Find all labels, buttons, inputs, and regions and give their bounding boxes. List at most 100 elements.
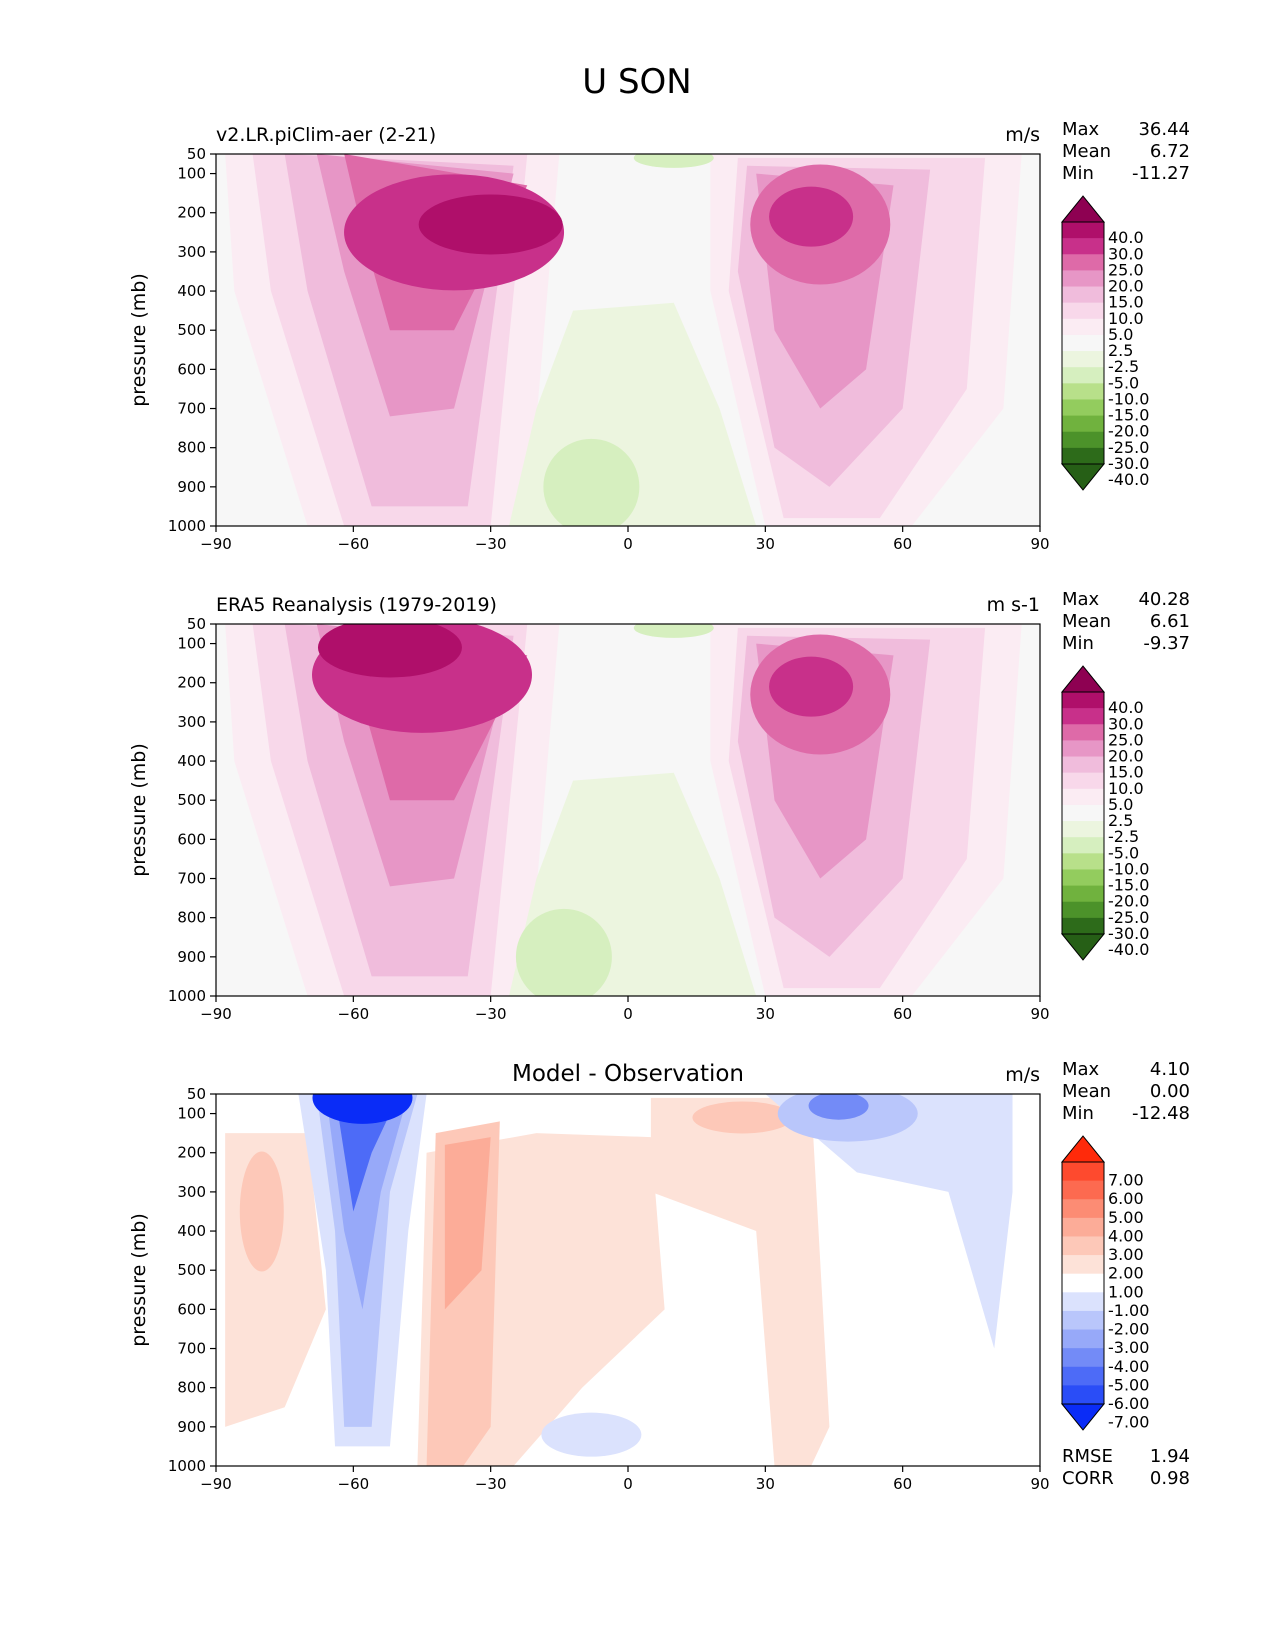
colorbar-segment xyxy=(1062,708,1104,725)
stats-block: Max 40.28 Mean 6.61 Min -9.37 xyxy=(1062,589,1190,654)
colorbar-segment xyxy=(1062,399,1104,417)
stat-mean-label: Mean xyxy=(1062,1081,1111,1102)
colorbar-level-label: 2.5 xyxy=(1108,341,1133,360)
colorbar-level-label: -3.00 xyxy=(1108,1338,1149,1357)
diff-pos-3 xyxy=(444,1137,491,1310)
colorbar-segment xyxy=(1062,1236,1104,1256)
colorbar-level-label: -40.0 xyxy=(1108,470,1149,489)
colorbar-segment xyxy=(1062,318,1104,336)
colorbar-level-label: -20.0 xyxy=(1108,892,1149,911)
y-tick-label: 800 xyxy=(177,909,206,927)
colorbar-extend-bottom xyxy=(1060,1403,1106,1431)
panel-reference: ERA5 Reanalysis (1979-2019) m s-1 pressu… xyxy=(128,589,1190,1023)
colorbar: 40.030.025.020.015.010.05.02.5-2.5-5.0-1… xyxy=(1060,665,1149,961)
x-tick-label: −30 xyxy=(475,535,507,553)
x-tick-label: 90 xyxy=(1030,1475,1049,1493)
colorbar-level-label: 5.0 xyxy=(1108,795,1133,814)
colorbar-segment xyxy=(1062,740,1104,758)
colorbar-extend-top xyxy=(1060,1135,1106,1163)
colorbar-level-label: -40.0 xyxy=(1108,940,1149,959)
x-tick-label: −90 xyxy=(200,535,232,553)
easterly-top xyxy=(633,624,714,638)
x-tick-label: −60 xyxy=(338,1475,370,1493)
panel-test: v2.LR.piClim-aer (2-21) m/s pressure (mb… xyxy=(128,119,1190,553)
colorbar-level-label: -2.5 xyxy=(1108,357,1139,376)
stat-mean-value: 6.61 xyxy=(1150,611,1190,632)
colorbar-segment xyxy=(1062,1180,1104,1200)
x-tick-label: −30 xyxy=(475,1475,507,1493)
stats-block: Max 36.44 Mean 6.72 Min -11.27 xyxy=(1062,119,1190,184)
y-tick-label: 700 xyxy=(177,870,206,888)
colorbar-level-label: 20.0 xyxy=(1108,747,1144,766)
contour-field-reference xyxy=(216,624,1040,996)
colorbar-level-label: -6.00 xyxy=(1108,1394,1149,1413)
y-axis-label: pressure (mb) xyxy=(128,743,150,877)
stat-max-label: Max xyxy=(1062,1059,1100,1080)
stat-min-value: -11.27 xyxy=(1132,163,1190,184)
y-tick-label: 50 xyxy=(187,1085,206,1103)
y-axis-label: pressure (mb) xyxy=(128,1213,150,1347)
colorbar-segment xyxy=(1062,222,1104,239)
colorbar-segment xyxy=(1062,885,1104,903)
colorbar-segment xyxy=(1062,447,1104,465)
colorbar-segment xyxy=(1062,1348,1104,1368)
stat-max-label: Max xyxy=(1062,119,1100,140)
colorbar: 7.006.005.004.003.002.001.00-1.00-2.00-3… xyxy=(1060,1135,1149,1432)
diff-neg-6 xyxy=(765,1094,1013,1349)
colorbar-segment xyxy=(1062,254,1104,271)
stat-min-label: Min xyxy=(1062,163,1094,184)
contour-field-test xyxy=(216,154,1040,526)
panel-difference: Model - Observation m/s pressure (mb) −9… xyxy=(128,1059,1190,1493)
x-tick-label: 30 xyxy=(756,535,775,553)
colorbar-segment xyxy=(1062,238,1104,255)
y-tick-label: 200 xyxy=(177,674,206,692)
diff-neg-4 xyxy=(335,1094,400,1212)
colorbar-level-label: 15.0 xyxy=(1108,293,1144,312)
jet-north-25 xyxy=(769,186,854,247)
colorbar-segment xyxy=(1062,1162,1104,1182)
colorbar-level-label: -5.00 xyxy=(1108,1375,1149,1394)
y-tick-label: 500 xyxy=(177,791,206,809)
colorbar-level-label: 30.0 xyxy=(1108,714,1144,733)
colorbar-segment xyxy=(1062,853,1104,870)
colorbar-segment xyxy=(1062,1385,1104,1405)
y-tick-label: 100 xyxy=(177,1105,206,1123)
colorbar-frame xyxy=(1061,1161,1105,1405)
colorbar-segment xyxy=(1062,1273,1104,1293)
colorbar-segment xyxy=(1062,351,1104,368)
stat-rmse-value: 1.94 xyxy=(1150,1446,1190,1467)
y-tick-label: 200 xyxy=(177,1144,206,1162)
colorbar-segment xyxy=(1062,1366,1104,1386)
jet-south-30 xyxy=(418,194,563,255)
stat-rmse-label: RMSE xyxy=(1062,1446,1113,1467)
y-tick-label: 100 xyxy=(177,165,206,183)
colorbar-level-label: -25.0 xyxy=(1108,908,1149,927)
colorbar-level-label: 3.00 xyxy=(1108,1245,1144,1264)
colorbar-level-label: -25.0 xyxy=(1108,438,1149,457)
stat-max-value: 36.44 xyxy=(1138,119,1190,140)
colorbar-segment xyxy=(1062,383,1104,400)
easterly-core xyxy=(515,908,612,996)
y-tick-label: 400 xyxy=(177,752,206,770)
y-tick-label: 700 xyxy=(177,400,206,418)
colorbar-level-label: 6.00 xyxy=(1108,1189,1144,1208)
easterly-top xyxy=(633,154,714,168)
colorbar-segment xyxy=(1062,772,1104,790)
y-tick-label: 600 xyxy=(177,830,206,848)
y-tick-label: 400 xyxy=(177,1222,206,1240)
y-tick-label: 100 xyxy=(177,635,206,653)
diff-neg-5 xyxy=(312,1094,413,1124)
colorbar-segment xyxy=(1062,821,1104,838)
x-tick-label: 0 xyxy=(623,1005,633,1023)
y-tick-label: 1000 xyxy=(168,517,206,535)
y-tick-label: 200 xyxy=(177,204,206,222)
y-tick-label: 300 xyxy=(177,243,206,261)
x-tick-label: 90 xyxy=(1030,1005,1049,1023)
y-tick-label: 300 xyxy=(177,1183,206,1201)
colorbar-level-label: -30.0 xyxy=(1108,454,1149,473)
axes-ticks: −90 −60 −30 0 30 60 90 50 100 200 300 400 500 600 700 8… xyxy=(168,615,1050,1023)
colorbar-level-label: 40.0 xyxy=(1108,228,1144,247)
colorbar-segment xyxy=(1062,431,1104,449)
y-tick-label: 800 xyxy=(177,1379,206,1397)
stat-mean-value: 6.72 xyxy=(1150,141,1190,162)
